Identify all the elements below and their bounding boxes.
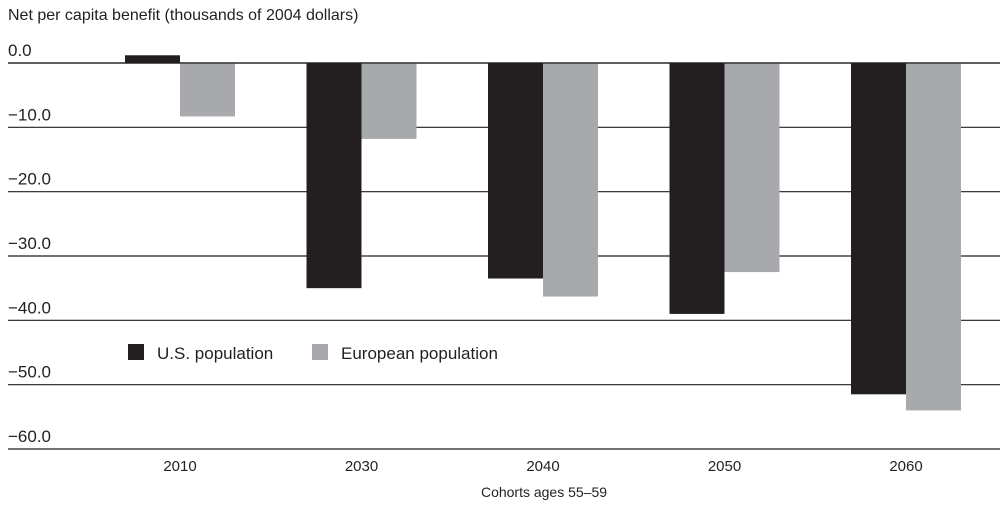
- x-tick-labels: 2010 2030 2040 2050 2060: [163, 458, 922, 475]
- legend: U.S. population European population: [128, 344, 498, 363]
- x-tick-label: 2040: [526, 458, 559, 475]
- y-tick-label: −30.0: [8, 234, 51, 253]
- y-tick-label: 0.0: [8, 41, 32, 60]
- bar-2030-us: [306, 63, 362, 289]
- bar-2010-us: [125, 55, 180, 63]
- x-tick-label: 2010: [163, 458, 196, 475]
- y-axis-title: Net per capita benefit (thousands of 200…: [8, 7, 358, 24]
- y-tick-label: −40.0: [8, 298, 51, 317]
- x-tick-label: 2060: [889, 458, 922, 475]
- bar-2060-european: [906, 63, 961, 411]
- bar-2040-european: [543, 63, 598, 297]
- bar-2050-european: [724, 63, 780, 273]
- x-axis-title: Cohorts ages 55–59: [481, 484, 607, 500]
- bar-2050-us: [669, 63, 725, 314]
- y-tick-labels: 0.0 −10.0 −20.0 −30.0 −40.0 −50.0 −60.0: [8, 41, 51, 446]
- x-tick-label: 2030: [345, 458, 378, 475]
- bar-2010-european: [180, 63, 235, 117]
- y-tick-label: −10.0: [8, 105, 51, 124]
- y-tick-label: −60.0: [8, 427, 51, 446]
- legend-label: U.S. population: [157, 344, 273, 363]
- bar-2030-european: [361, 63, 417, 139]
- legend-swatch: [312, 344, 328, 360]
- x-tick-label: 2050: [708, 458, 741, 475]
- legend-label: European population: [341, 344, 498, 363]
- legend-swatch: [128, 344, 144, 360]
- bar-2040-us: [488, 63, 543, 279]
- y-tick-label: −20.0: [8, 170, 51, 189]
- bar-2060-us: [851, 63, 906, 395]
- bars: [8, 55, 1000, 411]
- y-tick-label: −50.0: [8, 363, 51, 382]
